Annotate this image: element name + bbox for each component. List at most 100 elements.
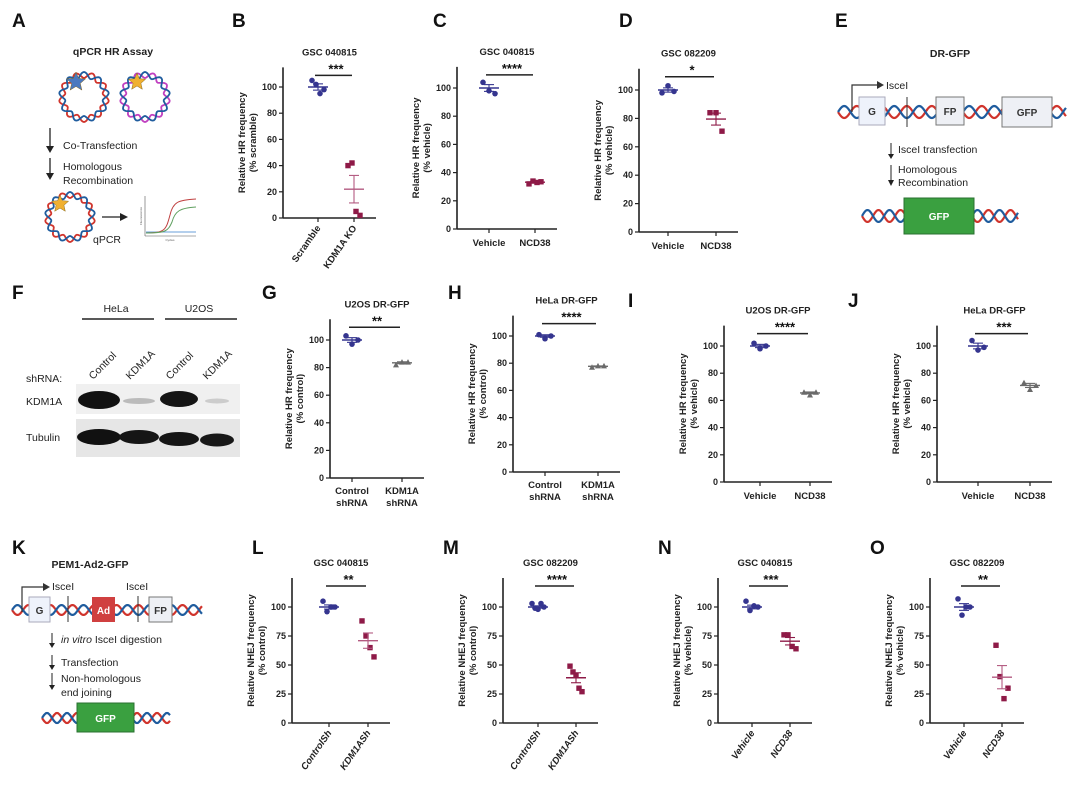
x-tick-label: NCD38: [769, 728, 796, 760]
y-axis-label: Relative HR frequency(% vehicle): [891, 353, 913, 455]
y-tick-label: 60: [441, 139, 451, 149]
y-tick-label: 0: [628, 227, 633, 237]
x-tick-label: KDM1A KO: [322, 223, 360, 271]
qpcr-amplification-plot-icon: Cycles Fluorescence: [139, 196, 197, 242]
band: [78, 391, 120, 409]
panel-letter: K: [12, 538, 26, 559]
x-tick-label: KDM1A shRNA: [385, 486, 419, 509]
panel-letter: N: [658, 538, 672, 559]
y-axis-label-line: Relative NHEJ frequency: [246, 594, 257, 707]
diagram-title: qPCR HR Assay: [73, 46, 153, 58]
plasmid-strand: [44, 191, 96, 242]
data-point: [1027, 386, 1033, 393]
gene-box-ad-label: Ad: [97, 606, 110, 617]
step-label: Transfection: [61, 657, 119, 669]
y-tick-label: 100: [482, 602, 497, 612]
y-tick-label: 25: [914, 689, 924, 699]
y-axis-label-line: Relative HR frequency: [467, 343, 478, 445]
chart-title: GSC 082209: [661, 49, 716, 60]
y-axis-label: Relative HR frequency(% control): [284, 348, 306, 450]
y-tick-label: 100: [262, 82, 277, 92]
significance-label: **: [372, 313, 383, 328]
y-tick-label: 100: [703, 341, 718, 351]
x-tick-label: NCD38: [981, 728, 1008, 760]
y-axis-label-line: (% control): [257, 626, 268, 676]
x-tick-label-line: shRNA: [529, 492, 561, 503]
data-point: [317, 90, 323, 97]
data-point: [793, 646, 799, 652]
y-tick-label: 40: [623, 170, 633, 180]
y-axis-label-line: (% vehicle): [895, 626, 906, 676]
band: [160, 391, 198, 407]
step-label: Homologous: [898, 164, 957, 176]
gene-box-g: [28, 596, 51, 623]
y-axis-label-line: (% control): [295, 374, 306, 424]
step-label: IsceI transfection: [898, 144, 978, 156]
panel-letter: F: [12, 283, 24, 304]
lane-label: KDM1A: [201, 348, 235, 382]
significance-label: ***: [763, 572, 779, 587]
gene-box-gfp: [1001, 96, 1053, 128]
x-tick-label: KDM1ASh: [546, 728, 581, 772]
panel-letter: M: [443, 538, 459, 559]
panel-letter: B: [232, 11, 246, 32]
x-tick-label-line: KDM1A: [581, 480, 615, 491]
data-point: [393, 361, 399, 368]
group-label-hela: HeLa: [103, 303, 128, 315]
x-tick-label: Control shRNA: [335, 486, 369, 509]
y-axis-label-line: Relative HR frequency: [593, 99, 604, 201]
panel-letters: A B C D E F G H I J K L M N O: [12, 11, 885, 559]
y-axis-label-line: Relative NHEJ frequency: [884, 594, 895, 707]
y-tick-label: 80: [314, 363, 324, 373]
y-tick-label: 75: [487, 631, 497, 641]
star-icon: [127, 72, 147, 90]
diagram-title: PEM1-Ad2-GFP: [51, 559, 128, 571]
row-label-kdm1a: KDM1A: [26, 396, 62, 408]
chart-title: GSC 040815: [302, 47, 358, 58]
gene-box-gfp-label: GFP: [1017, 108, 1038, 119]
data-point: [321, 86, 327, 93]
y-tick-label: 25: [702, 689, 712, 699]
y-tick-label: 0: [502, 467, 507, 477]
y-tick-label: 100: [909, 602, 924, 612]
y-tick-label: 0: [281, 718, 286, 728]
gene-box-g-label: G: [36, 606, 44, 617]
panel-letter: I: [628, 291, 633, 312]
significance-label: **: [343, 572, 354, 587]
data-point: [959, 612, 965, 618]
gfp-box: [903, 197, 975, 235]
data-point: [567, 663, 573, 669]
y-tick-label: 0: [319, 473, 324, 483]
data-point: [659, 90, 665, 96]
y-axis-label: Relative HR frequency(% vehicle): [678, 353, 700, 455]
gfp-box: [76, 702, 135, 733]
chart-title: U2OS DR-GFP: [345, 299, 411, 310]
y-tick-label: 100: [309, 335, 324, 345]
down-arrow-icon: [49, 655, 55, 670]
y-tick-label: 0: [492, 718, 497, 728]
right-arrow-icon: [102, 213, 128, 221]
y-tick-label: 0: [707, 718, 712, 728]
y-tick-label: 60: [267, 134, 277, 144]
y-tick-label: 50: [276, 660, 286, 670]
y-tick-label: 40: [921, 423, 931, 433]
x-tick-label-line: shRNA: [582, 492, 614, 503]
data-point: [993, 642, 999, 648]
site-label: IsceI: [52, 581, 74, 593]
x-tick-label: Control shRNA: [528, 480, 562, 503]
y-tick-label: 100: [697, 602, 712, 612]
chart-title: GSC 040815: [738, 558, 794, 569]
x-tick-label: Vehicle: [473, 238, 506, 249]
y-axis-label-line: Relative HR frequency: [284, 348, 295, 450]
data-point: [955, 596, 961, 602]
group-label-u2os: U2OS: [185, 303, 214, 315]
panel-e-dr-gfp-diagram: DR-GFP IsceI G FP GFP IsceI transfection…: [837, 48, 1067, 235]
panel-f-western-blot: HeLa U2OS Control KDM1A Control KDM1A sh…: [26, 303, 240, 457]
data-point: [589, 364, 595, 370]
x-tick-label: Scramble: [290, 223, 324, 264]
y-axis-label-line: Relative HR frequency: [237, 92, 248, 194]
y-axis-label-line: Relative NHEJ frequency: [457, 594, 468, 707]
y-tick-label: 40: [441, 168, 451, 178]
